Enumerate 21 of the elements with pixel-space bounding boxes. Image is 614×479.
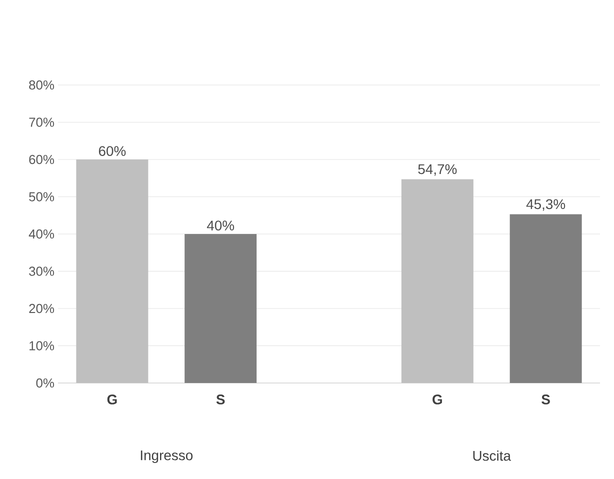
y-tick-label: 0%	[36, 378, 54, 388]
y-tick-label: 30%	[29, 266, 54, 276]
data-label: 54,7%	[418, 164, 457, 176]
y-tick-label: 60%	[29, 154, 54, 164]
data-label: 40%	[206, 220, 234, 230]
y-tick-label: 50%	[29, 192, 54, 202]
bar	[184, 234, 257, 383]
x-tick-label: G	[432, 394, 442, 404]
y-tick-label: 20%	[29, 304, 54, 314]
y-tick-label: 70%	[29, 118, 54, 127]
x-tick-label: S	[216, 394, 225, 404]
bar	[510, 214, 582, 383]
x-tick-label: S	[542, 394, 550, 404]
text: Uscita	[473, 450, 511, 461]
text: Ingresso	[140, 450, 193, 464]
data-label: 60%	[98, 146, 126, 156]
data-label: 45,3%	[526, 199, 566, 211]
y-tick-label: 80%	[29, 80, 54, 90]
y-tick-label: 10%	[30, 341, 54, 350]
y-tick-label: 40%	[28, 229, 54, 239]
x-tick-label: G	[107, 394, 117, 404]
